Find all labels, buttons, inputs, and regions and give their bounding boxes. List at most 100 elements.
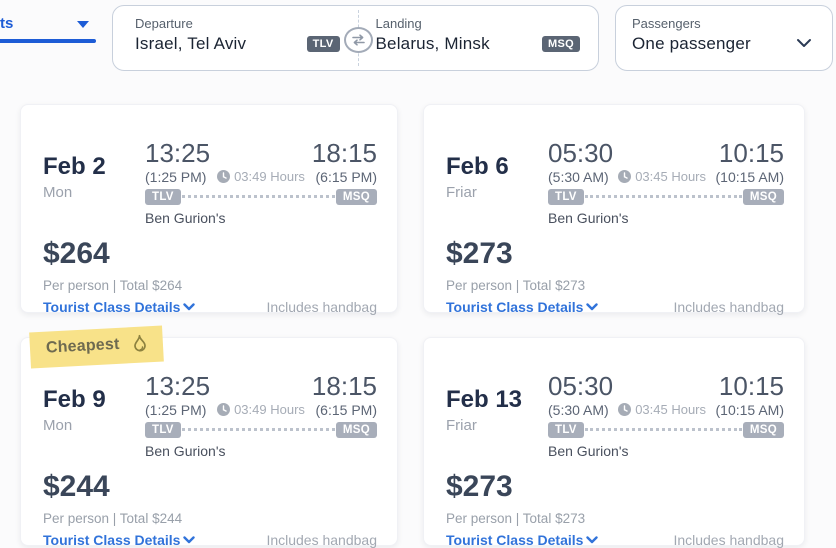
chevron-down-icon[interactable] (183, 536, 196, 544)
departure-time: 05:30 (548, 371, 614, 401)
departure-field[interactable]: Departure Israel, Tel Aviv TLV (113, 6, 358, 70)
tourist-class-details-link[interactable]: Tourist Class Details (446, 532, 599, 548)
departure-time-12h: (5:30 AM) (548, 168, 609, 185)
origin-airport-name: Ben Gurion's (548, 442, 629, 459)
caret-down-icon[interactable] (77, 21, 89, 28)
flights-tab-row[interactable]: ts (0, 15, 96, 32)
departure-time-12h: (1:25 PM) (145, 168, 207, 185)
arrival-time-12h: (10:15 AM) (715, 168, 784, 185)
arrival-time: 10:15 (718, 371, 784, 401)
flight-day: Friar (446, 184, 477, 201)
arrival-time-12h: (6:15 PM) (315, 401, 377, 418)
departure-label: Departure (135, 16, 193, 31)
clock-icon (618, 403, 632, 417)
destination-code-badge: MSQ (742, 188, 784, 205)
details-link-label[interactable]: Tourist Class Details (43, 299, 181, 316)
landing-label: Landing (375, 16, 422, 31)
departure-time-12h: (5:30 AM) (548, 401, 609, 418)
baggage-note: Includes handbag (266, 299, 377, 316)
flight-date: Feb 6 (446, 153, 509, 180)
cheapest-badge: Cheapest (29, 325, 164, 369)
passengers-label: Passengers (632, 16, 701, 31)
active-tab-underline (0, 39, 96, 43)
origin-airport-name: Ben Gurion's (145, 442, 226, 459)
flight-duration: 03:49 Hours (234, 402, 305, 418)
arrival-time: 18:15 (311, 371, 377, 401)
price: $273 (446, 236, 513, 270)
route-search-panel: Departure Israel, Tel Aviv TLV Landing B… (112, 5, 599, 71)
landing-field[interactable]: Landing Belarus, Minsk MSQ (359, 6, 599, 70)
origin-code-badge: TLV (145, 188, 181, 205)
departure-value[interactable]: Israel, Tel Aviv (135, 34, 247, 53)
baggage-note: Includes handbag (673, 532, 784, 548)
details-link-label[interactable]: Tourist Class Details (446, 532, 584, 548)
price-note: Per person | Total $273 (446, 278, 586, 294)
flight-results-grid: Feb 2 Mon 13:25 18:15 (1:25 PM) 03:49 Ho… (20, 104, 805, 548)
departure-time-12h: (1:25 PM) (145, 401, 207, 418)
departure-time: 13:25 (145, 371, 211, 401)
origin-code-badge: TLV (548, 421, 584, 438)
flight-duration: 03:45 Hours (635, 169, 707, 185)
chevron-down-icon[interactable] (796, 38, 812, 48)
arrival-time: 10:15 (718, 138, 784, 168)
price: $244 (43, 469, 110, 503)
origin-code-badge: TLV (145, 421, 181, 438)
landing-value[interactable]: Belarus, Minsk (375, 34, 490, 53)
route-dotted-line (181, 428, 335, 432)
route-dotted-line (584, 428, 742, 432)
destination-code-badge: MSQ (335, 421, 377, 438)
chevron-down-icon[interactable] (586, 536, 599, 544)
flight-day: Mon (43, 417, 73, 434)
flight-day: Friar (446, 417, 477, 434)
price-note: Per person | Total $244 (43, 511, 183, 527)
clock-icon (217, 170, 231, 184)
flight-date: Feb 2 (43, 153, 106, 180)
details-link-label[interactable]: Tourist Class Details (43, 532, 181, 548)
swap-icon[interactable] (351, 34, 366, 46)
flight-card-feb-2[interactable]: Feb 2 Mon 13:25 18:15 (1:25 PM) 03:49 Ho… (20, 104, 398, 316)
flight-card-feb-9[interactable]: Feb 9 Mon 13:25 18:15 (1:25 PM) 03:49 Ho… (20, 337, 398, 548)
flight-day: Mon (43, 184, 73, 201)
landing-code-badge: MSQ (542, 36, 580, 52)
clock-icon (217, 403, 231, 417)
chevron-down-icon[interactable] (183, 303, 196, 311)
origin-airport-name: Ben Gurion's (145, 209, 226, 226)
clock-icon (618, 170, 632, 184)
tourist-class-details-link[interactable]: Tourist Class Details (43, 299, 196, 316)
flight-duration: 03:45 Hours (635, 402, 707, 418)
flight-card-feb-13[interactable]: Feb 13 Friar 05:30 10:15 (5:30 AM) 03:45… (423, 337, 805, 548)
details-link-label[interactable]: Tourist Class Details (446, 299, 584, 316)
flights-tab-label: ts (0, 15, 14, 32)
departure-time: 13:25 (145, 138, 211, 168)
flight-date: Feb 13 (446, 386, 523, 413)
departure-code-badge: TLV (306, 36, 340, 52)
departure-time: 05:30 (548, 138, 614, 168)
baggage-note: Includes handbag (266, 532, 377, 548)
origin-airport-name: Ben Gurion's (548, 209, 629, 226)
price: $264 (43, 236, 110, 270)
flights-tab[interactable]: ts (0, 15, 96, 43)
passengers-dropdown[interactable]: Passengers One passenger (615, 5, 833, 71)
flight-card-feb-6[interactable]: Feb 6 Friar 05:30 10:15 (5:30 AM) 03:45 … (423, 104, 805, 316)
flame-icon (133, 334, 146, 352)
panel-divider (343, 10, 373, 66)
flight-duration: 03:49 Hours (234, 169, 305, 185)
flight-date: Feb 9 (43, 386, 106, 413)
price-note: Per person | Total $264 (43, 278, 183, 294)
chevron-down-icon[interactable] (586, 303, 599, 311)
origin-code-badge: TLV (548, 188, 584, 205)
arrival-time-12h: (10:15 AM) (715, 401, 784, 418)
swap-route-button[interactable] (343, 27, 373, 53)
destination-code-badge: MSQ (742, 421, 784, 438)
route-dotted-line (181, 195, 335, 199)
arrival-time: 18:15 (311, 138, 377, 168)
cheapest-badge-label: Cheapest (45, 335, 120, 357)
route-dotted-line (584, 195, 742, 199)
tourist-class-details-link[interactable]: Tourist Class Details (446, 299, 599, 316)
tourist-class-details-link[interactable]: Tourist Class Details (43, 532, 196, 548)
arrival-time-12h: (6:15 PM) (315, 168, 377, 185)
passengers-value: One passenger (632, 34, 751, 53)
price-note: Per person | Total $273 (446, 511, 586, 527)
destination-code-badge: MSQ (335, 188, 377, 205)
price: $273 (446, 469, 513, 503)
